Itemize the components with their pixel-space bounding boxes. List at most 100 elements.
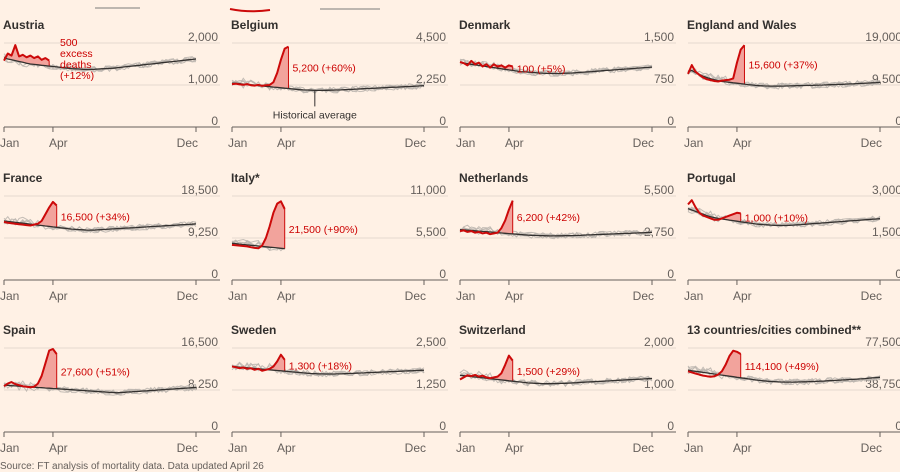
current-year-line bbox=[459, 354, 514, 381]
x-tick-label: Apr bbox=[733, 289, 752, 303]
excess-deaths-area bbox=[265, 46, 289, 89]
chart-title: Portugal bbox=[687, 171, 736, 185]
x-tick-label: Apr bbox=[49, 289, 68, 303]
y-tick-label: 2,000 bbox=[644, 335, 674, 349]
excess-annotation: (+12%) bbox=[60, 70, 94, 82]
current-year-line bbox=[687, 199, 741, 221]
legend-strip-remnant bbox=[0, 0, 900, 13]
x-tick-label: Apr bbox=[505, 136, 524, 150]
excess-annotation: 27,600 (+51%) bbox=[61, 366, 130, 378]
chart-title: Spain bbox=[3, 323, 36, 337]
x-tick-label: Jan bbox=[684, 441, 703, 455]
y-tick-label: 0 bbox=[895, 267, 900, 281]
y-tick-label: 1,500 bbox=[872, 225, 900, 239]
chart-panel: France 18,500 9,250 0 Jan Apr Dec 16,500 (+34%) bbox=[0, 153, 225, 305]
source-note: Source: FT analysis of mortality data. D… bbox=[0, 461, 264, 472]
chart-svg: 11,000 5,500 0 Jan Apr Dec 21,500 (+90%) bbox=[228, 183, 448, 303]
x-tick-label: Jan bbox=[228, 289, 247, 303]
excess-annotation: deaths bbox=[60, 59, 92, 71]
x-tick-label: Jan bbox=[228, 441, 247, 455]
x-tick-label: Jan bbox=[0, 289, 19, 303]
x-tick-label: Jan bbox=[0, 136, 19, 150]
chart-svg: 77,500 38,750 0 Jan Apr Dec 114,100 (+49%) bbox=[684, 335, 900, 455]
x-tick-label: Dec bbox=[633, 136, 654, 150]
excess-deaths-area bbox=[37, 201, 57, 228]
x-tick-label: Apr bbox=[49, 136, 68, 150]
excess-annotation: 114,100 (+49%) bbox=[745, 361, 819, 373]
historical-year-line bbox=[459, 224, 653, 240]
historical-year-line bbox=[3, 380, 197, 396]
x-tick-label: Dec bbox=[861, 289, 882, 303]
excess-deaths-area bbox=[467, 355, 513, 382]
x-tick-label: Jan bbox=[684, 136, 703, 150]
chart-panel: Austria 2,000 1,000 0 Jan Apr Dec 500 excess deat… bbox=[0, 0, 225, 152]
x-tick-label: Apr bbox=[277, 289, 296, 303]
y-tick-label: 0 bbox=[667, 419, 674, 433]
excess-annotation: 5,200 (+60%) bbox=[292, 63, 355, 75]
y-tick-label: 2,750 bbox=[644, 225, 674, 239]
y-tick-label: 18,500 bbox=[181, 183, 218, 197]
excess-annotation: 1,000 (+10%) bbox=[745, 213, 808, 225]
historical-average-line bbox=[459, 61, 653, 75]
y-tick-label: 0 bbox=[895, 114, 900, 128]
x-tick-label: Apr bbox=[49, 441, 68, 455]
chart-svg: 3,000 1,500 0 Jan Apr Dec 1,000 (+10%) bbox=[684, 183, 900, 303]
y-tick-label: 16,500 bbox=[181, 335, 218, 349]
x-tick-label: Apr bbox=[505, 289, 524, 303]
y-tick-label: 1,250 bbox=[416, 377, 446, 391]
current-year-line bbox=[459, 59, 513, 69]
chart-title: 13 countries/cities combined** bbox=[687, 323, 862, 337]
excess-annotation: 16,500 (+34%) bbox=[61, 211, 130, 223]
chart-title: Belgium bbox=[231, 18, 279, 32]
historical-year-line bbox=[231, 241, 285, 251]
current-year-line bbox=[459, 200, 514, 236]
chart-panel: Denmark 1,500 750 0 Jan Apr Dec 100 (+5%) bbox=[456, 0, 681, 152]
chart-svg: 2,000 1,000 0 Jan Apr Dec 500excessdeaths(+12%… bbox=[0, 30, 220, 150]
x-tick-label: Dec bbox=[405, 136, 426, 150]
x-tick-label: Apr bbox=[277, 136, 296, 150]
historical-average-line bbox=[459, 228, 653, 237]
x-tick-label: Jan bbox=[456, 441, 475, 455]
y-tick-label: 77,500 bbox=[865, 335, 900, 349]
y-tick-label: 9,250 bbox=[188, 225, 218, 239]
historical-average-line bbox=[3, 57, 197, 71]
chart-panel: Belgium 4,500 2,250 0 Jan Apr Dec 5,200 (+60%) H… bbox=[228, 0, 453, 152]
current-year-line bbox=[3, 200, 58, 227]
y-tick-label: 2,000 bbox=[188, 30, 218, 44]
y-tick-label: 0 bbox=[211, 114, 218, 128]
y-tick-label: 5,500 bbox=[644, 183, 674, 197]
chart-title: Austria bbox=[3, 18, 45, 32]
chart-svg: 5,500 2,750 0 Jan Apr Dec 6,200 (+42%) bbox=[456, 183, 676, 303]
chart-panel: Italy* 11,000 5,500 0 Jan Apr Dec 21,500 (+90%) bbox=[228, 153, 453, 305]
x-tick-label: Apr bbox=[505, 441, 524, 455]
x-tick-label: Dec bbox=[177, 136, 198, 150]
chart-title: France bbox=[3, 171, 43, 185]
chart-title: Switzerland bbox=[459, 323, 526, 337]
chart-panel: England and Wales 19,000 9,500 0 Jan Apr Dec 15… bbox=[684, 0, 900, 152]
y-tick-label: 19,000 bbox=[865, 30, 900, 44]
x-tick-label: Jan bbox=[0, 441, 19, 455]
chart-panel: Portugal 3,000 1,500 0 Jan Apr Dec 1,000 (+10%) bbox=[684, 153, 900, 305]
historical-average-line bbox=[3, 384, 197, 394]
historical-year-line bbox=[3, 218, 197, 233]
x-tick-label: Dec bbox=[861, 136, 882, 150]
y-tick-label: 1,000 bbox=[188, 72, 218, 86]
y-tick-label: 5,500 bbox=[416, 225, 446, 239]
historical-year-line bbox=[459, 58, 653, 76]
excess-annotation: 15,600 (+37%) bbox=[748, 60, 817, 72]
y-tick-label: 4,500 bbox=[416, 30, 446, 44]
chart-panel: 13 countries/cities combined** 77,500 38,7… bbox=[684, 305, 900, 457]
y-tick-label: 2,500 bbox=[416, 335, 446, 349]
y-tick-label: 2,250 bbox=[416, 72, 446, 86]
chart-panel: Switzerland 2,000 1,000 0 Jan Apr Dec 1,500 (+2… bbox=[456, 305, 681, 457]
current-year-line bbox=[231, 353, 286, 372]
y-tick-label: 0 bbox=[895, 419, 900, 433]
excess-annotation: 500 bbox=[60, 37, 78, 49]
x-tick-label: Jan bbox=[456, 136, 475, 150]
y-tick-label: 3,000 bbox=[872, 183, 900, 197]
x-tick-label: Dec bbox=[633, 289, 654, 303]
chart-svg: 4,500 2,250 0 Jan Apr Dec 5,200 (+60%) Historic… bbox=[228, 30, 448, 150]
